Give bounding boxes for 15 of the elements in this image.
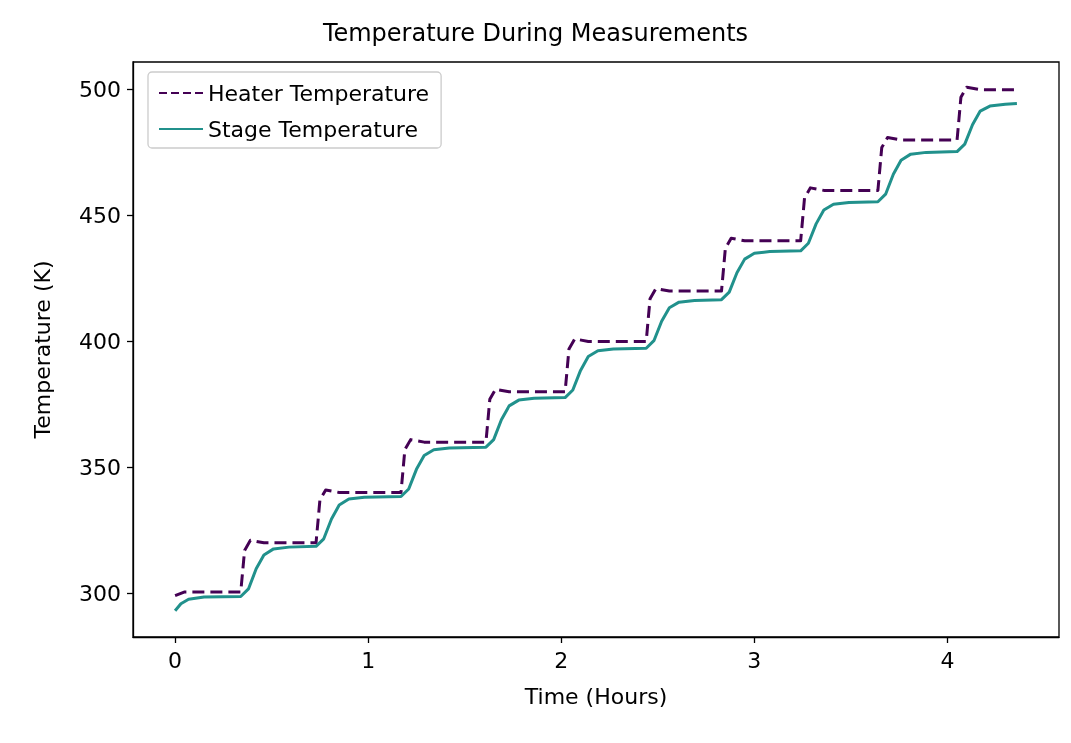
legend-label: Heater Temperature	[208, 80, 430, 106]
x-tick-label: 0	[168, 647, 183, 673]
x-tick-label: 1	[361, 647, 376, 673]
x-tick-label: 2	[554, 647, 569, 673]
x-axis-title: Time (Hours)	[523, 683, 668, 709]
x-tick-label: 3	[747, 647, 762, 673]
y-axis-title: Temperature (K)	[29, 260, 55, 440]
y-tick-label: 300	[79, 580, 121, 606]
legend-label: Stage Temperature	[208, 116, 418, 142]
y-tick-label: 450	[79, 203, 121, 229]
x-tick-label: 4	[940, 647, 955, 673]
y-tick-label: 500	[79, 77, 121, 103]
y-tick-label: 400	[79, 328, 121, 354]
y-tick-label: 350	[79, 454, 121, 480]
chart-title: Temperature During Measurements	[321, 19, 749, 47]
